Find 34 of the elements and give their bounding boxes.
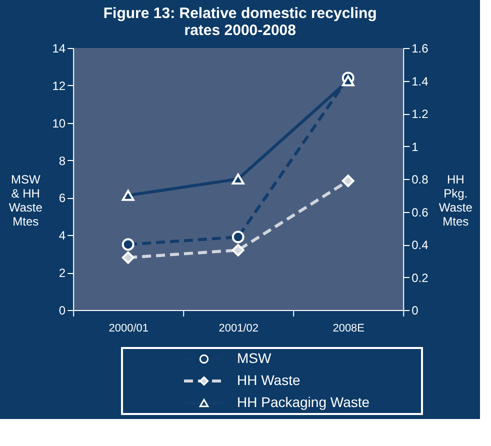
point xyxy=(232,173,244,185)
y-tick-label: 6 xyxy=(58,191,66,206)
point xyxy=(342,174,354,188)
legend-label: HH Packaging Waste xyxy=(237,394,370,410)
y2-tick-label: 0.8 xyxy=(412,172,429,186)
point xyxy=(122,238,134,251)
chart-title: Figure 13: Relative domestic recycling rates 2000-2008 xyxy=(103,5,377,39)
legend-label: HH Waste xyxy=(237,372,300,388)
point xyxy=(232,244,244,256)
x-tick-label: 2000/01 xyxy=(108,322,148,334)
y-tick-label: 2 xyxy=(58,266,66,280)
y2-tick-label: 0 xyxy=(412,304,419,318)
x-tick-label: 2008E xyxy=(332,322,365,334)
point xyxy=(232,230,244,244)
point xyxy=(342,75,354,86)
y2-tick-label: 1.6 xyxy=(412,42,429,56)
y2-tick-label: 1.2 xyxy=(412,107,429,121)
y-axis-title: MSW & HH Waste Mtes xyxy=(8,172,43,228)
legend-label: MSW xyxy=(237,350,272,366)
y-tick-label: 12 xyxy=(52,78,66,93)
y2-axis-title: HH Pkg. Waste Mtes xyxy=(438,172,473,228)
y-tick-label: 4 xyxy=(58,228,66,243)
y-tick-label: 0 xyxy=(58,304,66,318)
y-tick-label: 10 xyxy=(52,116,66,130)
y2-tick-label: 0.4 xyxy=(412,238,429,252)
y-tick-label: 8 xyxy=(58,154,66,168)
point xyxy=(122,251,134,264)
y2-tick-label: 1 xyxy=(412,140,419,154)
point xyxy=(122,190,134,201)
y2-tick-label: 0.6 xyxy=(412,205,429,220)
x-tick-label: 2001/02 xyxy=(218,322,258,334)
y2-tick-label: 0.2 xyxy=(412,270,429,285)
y2-tick-label: 1.4 xyxy=(412,74,429,88)
y-tick-label: 14 xyxy=(52,42,66,56)
